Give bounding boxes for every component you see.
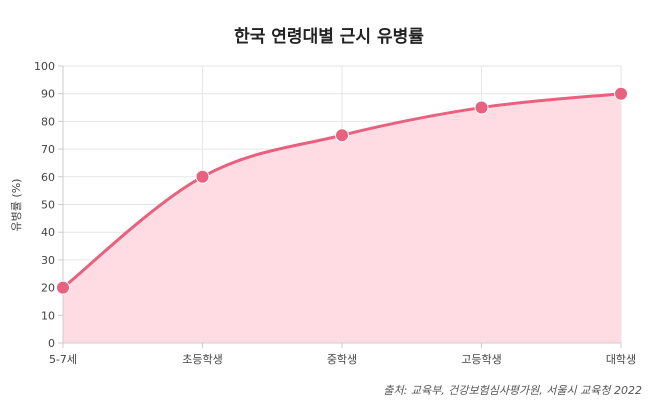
data-point[interactable] [335, 128, 349, 143]
series-area [63, 93, 621, 343]
y-tick-label: 70 [41, 143, 55, 156]
y-tick-label: 60 [41, 171, 55, 184]
data-point[interactable] [474, 100, 489, 115]
x-tick-label: 중학생 [327, 353, 357, 366]
y-tick-label: 100 [34, 60, 55, 73]
x-tick-label: 초등학생 [182, 353, 222, 366]
chart-title: 한국 연령대별 근시 유병률 [234, 27, 424, 47]
source-note: 출처: 교육부, 건강보험심사평가원, 서울시 교육청 2022 [383, 384, 642, 397]
y-axis-title: 유병률 (%) [10, 179, 23, 232]
y-tick-label: 50 [41, 199, 55, 212]
data-point[interactable] [56, 280, 70, 295]
x-tick-label: 5-7세 [49, 353, 77, 366]
y-tick-label: 20 [41, 282, 55, 295]
y-tick-label: 40 [41, 226, 55, 239]
data-point[interactable] [195, 169, 210, 184]
tick-labels: 0 10 20 30 40 50 60 70 80 90 100 5-7세 초등학생 중학생 고등학생 대학생 [34, 60, 636, 366]
y-tick-label: 80 [41, 115, 55, 128]
data-points [56, 86, 628, 295]
x-tick-label: 대학생 [606, 353, 636, 366]
data-point[interactable] [614, 86, 628, 101]
y-tick-label: 0 [48, 337, 55, 350]
axes [58, 65, 622, 348]
area-fill-layer [63, 93, 621, 343]
x-tick-label: 고등학생 [461, 353, 501, 366]
y-tick-label: 90 [41, 88, 55, 101]
y-tick-label: 10 [41, 309, 55, 322]
y-tick-label: 30 [41, 254, 55, 267]
